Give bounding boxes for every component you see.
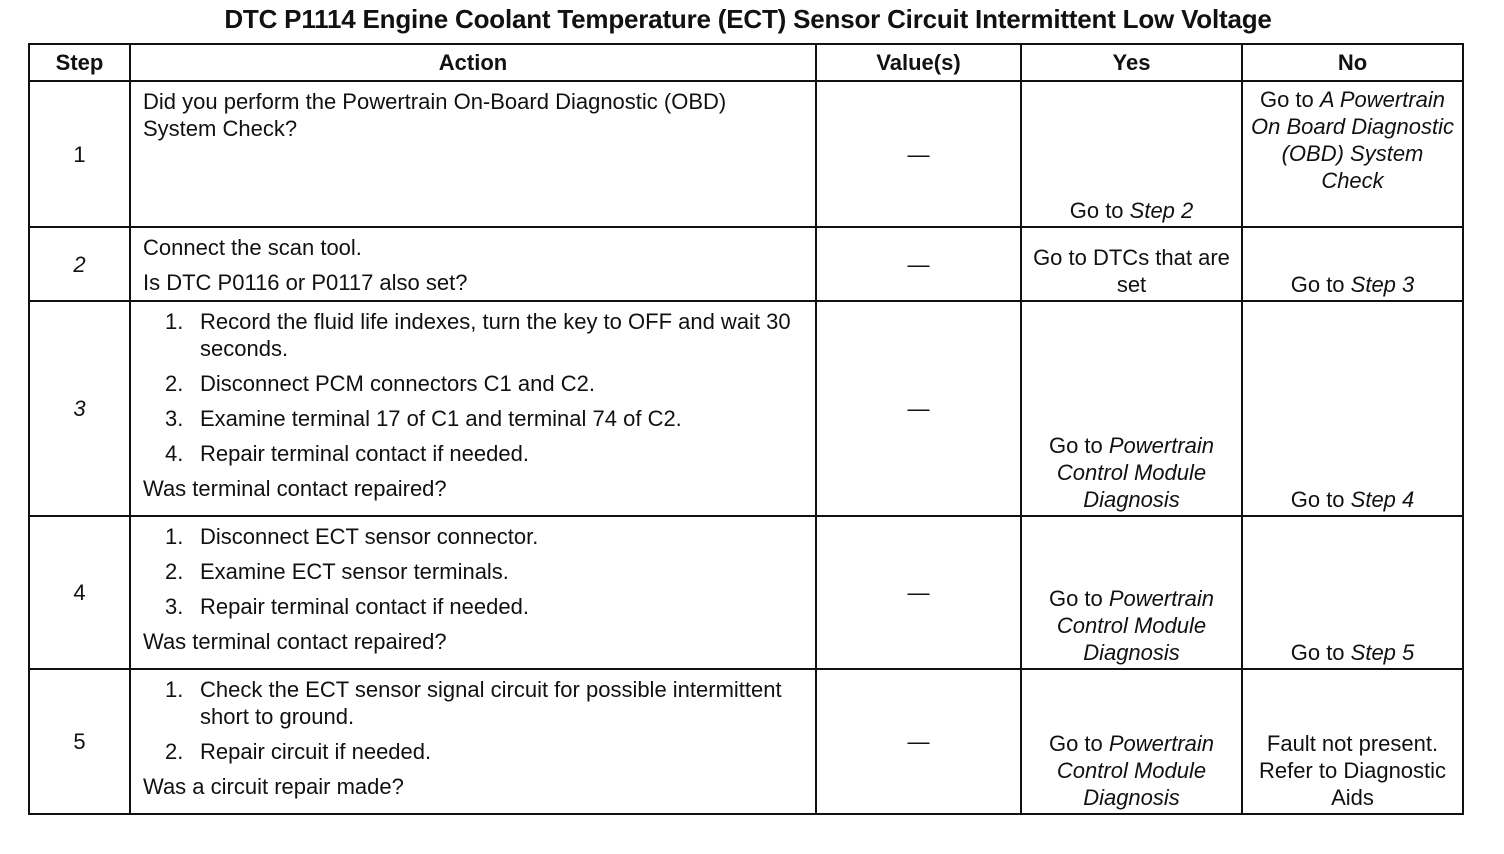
yes-cell: Go to Powertrain Control Module Diagnosi… [1020,300,1243,517]
header-step: Step [28,43,131,82]
text-segment: Go to [1259,87,1320,112]
item-text: Repair circuit if needed. [200,739,432,764]
no-cell: Go to Step 3 [1241,226,1464,302]
action-question: Was a circuit repair made? [143,774,404,799]
item-text: Repair terminal contact if needed. [200,441,529,466]
item-text: Examine ECT sensor terminals. [200,559,509,584]
action-question: Was terminal contact repaired? [143,629,447,654]
header-no: No [1241,43,1464,82]
yes-cell: Go to Step 2 [1020,80,1243,228]
text-segment: Go to [1290,272,1351,297]
action-question: Did you perform the Powertrain On-Board … [143,89,727,141]
item-text: Repair terminal contact if needed. [200,594,529,619]
text-segment: Go to [1048,433,1109,458]
action-list-item: 2. Disconnect PCM connectors C1 and C2. [165,370,803,397]
item-number: 1. [165,524,184,549]
yes-cell: Go to Powertrain Control Module Diagnosi… [1020,668,1243,815]
item-text: Check the ECT sensor signal circuit for … [200,677,782,729]
value-cell: — [815,226,1022,302]
table-row: 2 Connect the scan tool. Is DTC P0116 or P… [28,226,1464,302]
action-list-item: 2. Examine ECT sensor terminals. [165,558,803,585]
header-values: Value(s) [815,43,1022,82]
action-cell: 1. Check the ECT sensor signal circuit fo… [129,668,817,815]
action-question: Was terminal contact repaired? [143,476,447,501]
item-text: Examine terminal 17 of C1 and terminal 7… [200,406,682,431]
header-yes: Yes [1020,43,1243,82]
table-row: 3 1. Record the fluid life indexes, turn t… [28,300,1464,517]
no-cell: Go to Step 4 [1241,300,1464,517]
text-segment: Go to [1069,198,1130,223]
item-text: Disconnect ECT sensor connector. [200,524,539,549]
text-segment: Go to [1048,586,1109,611]
step-reference: Step 4 [1350,487,1415,512]
step-reference: Powertrain Control Module Diagnosis [1056,731,1215,810]
step-reference: Step 3 [1350,272,1415,297]
table-row: 5 1. Check the ECT sensor signal circuit f… [28,668,1464,815]
yes-cell: Go to DTCs that are set [1020,226,1243,302]
action-cell: 1. Disconnect ECT sensor connector. 2. Exam… [129,515,817,670]
header-action: Action [129,43,817,82]
step-reference: Step 2 [1129,198,1194,223]
action-list-item: 2. Repair circuit if needed. [165,738,803,765]
step-cell: 5 [28,668,131,815]
page-title: DTC P1114 Engine Coolant Temperature (EC… [224,4,1272,34]
value-cell: — [815,300,1022,517]
value-cell: — [815,515,1022,670]
item-number: 2. [165,371,184,396]
item-number: 1. [165,677,184,702]
item-number: 4. [165,441,184,466]
action-list-item: 1. Record the fluid life indexes, turn th… [165,308,803,362]
header-row: Step Action Value(s) Yes No [28,43,1464,82]
table-row: 1 Did you perform the Powertrain On-Board… [28,80,1464,228]
no-cell: Go to Step 5 [1241,515,1464,670]
no-cell: Go to A Powertrain On Board Diagnostic (… [1241,80,1464,228]
step-reference: A Powertrain On Board Diagnostic (OBD) S… [1251,87,1454,193]
diagnostic-table: Step Action Value(s) Yes No 1 Did you per… [28,43,1464,815]
step-cell: 3 [28,300,131,517]
text-segment: Fault not present. Refer to Diagnostic A… [1258,731,1447,810]
action-cell: Connect the scan tool. Is DTC P0116 or P0… [129,226,817,302]
yes-cell: Go to Powertrain Control Module Diagnosi… [1020,515,1243,670]
table-row: 4 1. Disconnect ECT sensor connector. 2. Exa… [28,515,1464,670]
item-number: 2. [165,559,184,584]
action-list-item: 4. Repair terminal contact if needed. [165,440,803,467]
text-segment: Go to [1048,731,1109,756]
action-question: Connect the scan tool. [143,235,362,260]
text-segment: Go to [1290,487,1351,512]
action-list-item: 3. Repair terminal contact if needed. [165,593,803,620]
item-text: Disconnect PCM connectors C1 and C2. [200,371,595,396]
action-list-item: 1. Check the ECT sensor signal circuit fo… [165,676,803,730]
action-cell: Did you perform the Powertrain On-Board … [129,80,817,228]
no-cell: Fault not present. Refer to Diagnostic A… [1241,668,1464,815]
item-text: Record the fluid life indexes, turn the … [200,309,791,361]
step-reference: Step 5 [1350,640,1415,665]
step-cell: 1 [28,80,131,228]
step-cell: 2 [28,226,131,302]
item-number: 2. [165,739,184,764]
item-number: 3. [165,594,184,619]
action-question: Is DTC P0116 or P0117 also set? [143,270,468,295]
value-cell: — [815,80,1022,228]
text-segment: Go to DTCs that are set [1033,245,1230,297]
step-reference: Powertrain Control Module Diagnosis [1056,433,1215,512]
text-segment: Go to [1290,640,1351,665]
step-cell: 4 [28,515,131,670]
action-list-item: 3. Examine terminal 17 of C1 and terminal… [165,405,803,432]
value-cell: — [815,668,1022,815]
action-list-item: 1. Disconnect ECT sensor connector. [165,523,803,550]
item-number: 1. [165,309,184,334]
action-cell: 1. Record the fluid life indexes, turn th… [129,300,817,517]
step-reference: Powertrain Control Module Diagnosis [1056,586,1215,665]
item-number: 3. [165,406,184,431]
